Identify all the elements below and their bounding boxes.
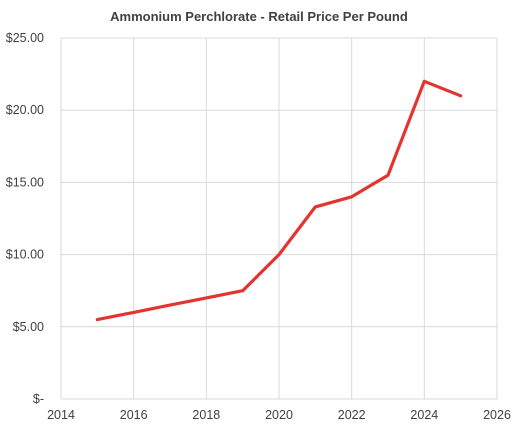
x-tick-label: 2016 — [120, 408, 148, 422]
x-tick-label: 2020 — [265, 408, 293, 422]
series-layer — [95, 79, 463, 322]
y-tick-label: $15.00 — [6, 175, 44, 189]
y-tick-label: $20.00 — [6, 103, 44, 117]
grid — [60, 37, 498, 400]
x-tick-label: 2024 — [410, 408, 438, 422]
x-tick-label: 2026 — [483, 408, 511, 422]
x-tick-label: 2018 — [192, 408, 220, 422]
x-axis-ticks: 2014 2016 2018 2020 2022 2024 2026 — [47, 408, 511, 422]
y-tick-label: $5.00 — [13, 320, 44, 334]
x-tick-label: 2014 — [47, 408, 75, 422]
y-tick-label: $25.00 — [6, 31, 44, 45]
series-line — [95, 79, 463, 322]
chart-title: Ammonium Perchlorate - Retail Price Per … — [110, 9, 408, 24]
y-tick-label: $- — [33, 392, 44, 406]
y-axis-ticks: $- $5.00 $10.00 $15.00 $20.00 $25.00 — [6, 31, 44, 406]
x-tick-label: 2022 — [338, 408, 366, 422]
y-tick-label: $10.00 — [6, 248, 44, 262]
